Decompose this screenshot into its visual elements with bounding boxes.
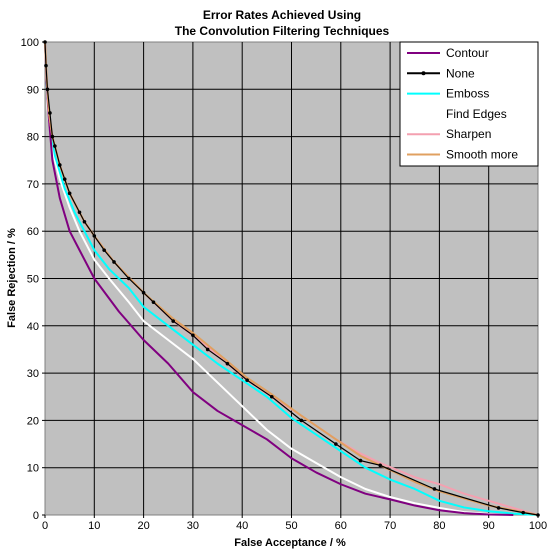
legend-label-smooth-more: Smooth more: [446, 148, 518, 162]
y-axis-title: False Rejection / %: [6, 228, 18, 328]
series-marker-none: [44, 63, 48, 68]
series-marker-none: [151, 300, 156, 304]
y-tick-label: 100: [21, 37, 39, 49]
x-tick-label: 90: [483, 520, 495, 532]
series-marker-none: [92, 234, 97, 238]
series-marker-none: [299, 418, 304, 423]
legend-label-none: None: [446, 66, 475, 80]
series-marker-none: [77, 210, 82, 215]
series-marker-none: [50, 134, 55, 139]
series-marker-none: [102, 248, 106, 252]
chart-title-line-2: The Convolution Filtering Techniques: [175, 24, 390, 38]
y-tick-label: 20: [27, 415, 39, 427]
x-tick-label: 10: [88, 520, 100, 532]
x-tick-labels: 0 10 20 30 40 50 60 70 80 90 100: [42, 515, 547, 532]
series-marker-none: [141, 290, 146, 295]
series-marker-none: [245, 378, 249, 382]
y-tick-label: 30: [27, 368, 39, 380]
y-tick-label: 10: [27, 463, 39, 475]
legend-label-sharpen: Sharpen: [446, 127, 491, 141]
x-tick-label: 50: [285, 520, 297, 532]
legend-label-find-edges: Find Edges: [446, 107, 507, 121]
series-marker-none: [112, 260, 116, 264]
series-marker-none: [496, 506, 501, 510]
legend: Contour None Emboss Find Edges Sharpen Smooth…: [399, 41, 539, 167]
series-marker-none: [67, 191, 72, 196]
x-tick-label: 30: [187, 520, 199, 532]
series-line-emboss: [44, 41, 539, 516]
y-tick-label: 60: [27, 226, 39, 238]
series-marker-none: [82, 219, 87, 224]
series-marker-none: [57, 163, 62, 167]
series-marker-none: [358, 458, 363, 463]
legend-label-emboss: Emboss: [446, 87, 489, 101]
x-tick-label: 100: [529, 520, 547, 532]
series-marker-none: [378, 463, 383, 468]
series-marker-none: [45, 87, 50, 92]
series-marker-none: [62, 177, 67, 181]
series-group: [43, 40, 540, 517]
chart-title-line-1: Error Rates Achieved Using: [203, 8, 361, 22]
series-marker-none: [269, 394, 274, 399]
x-axis-title: False Acceptance / %: [234, 537, 346, 549]
series-marker-none: [521, 510, 526, 515]
legend-marker-none: [421, 71, 426, 76]
x-tick-label: 70: [384, 520, 396, 532]
y-tick-labels: 0 10 20 30 40 50 60 70 80 90 100: [21, 37, 45, 522]
series-marker-none: [53, 144, 57, 148]
y-tick-label: 50: [27, 274, 39, 286]
series-marker-none: [334, 442, 338, 446]
legend-label-contour: Contour: [446, 46, 489, 60]
series-line-contour: [44, 41, 514, 516]
series-line-find-edges: [44, 41, 514, 516]
x-tick-label: 60: [335, 520, 347, 532]
x-tick-label: 0: [42, 520, 48, 532]
series-marker-none: [432, 487, 437, 491]
series-marker-none: [191, 333, 195, 338]
x-tick-label: 40: [236, 520, 248, 532]
y-tick-label: 70: [27, 179, 39, 191]
y-tick-label: 40: [27, 321, 39, 333]
series-marker-none: [127, 276, 131, 281]
series-marker-none: [171, 319, 175, 323]
x-tick-label: 80: [433, 520, 445, 532]
series-marker-none: [225, 361, 230, 366]
series-marker-none: [205, 347, 210, 352]
legend-box: [399, 41, 539, 167]
y-tick-label: 0: [33, 510, 39, 522]
y-tick-label: 80: [27, 132, 39, 144]
series-marker-none: [48, 111, 52, 115]
y-tick-label: 90: [27, 84, 39, 96]
x-tick-label: 20: [137, 520, 149, 532]
